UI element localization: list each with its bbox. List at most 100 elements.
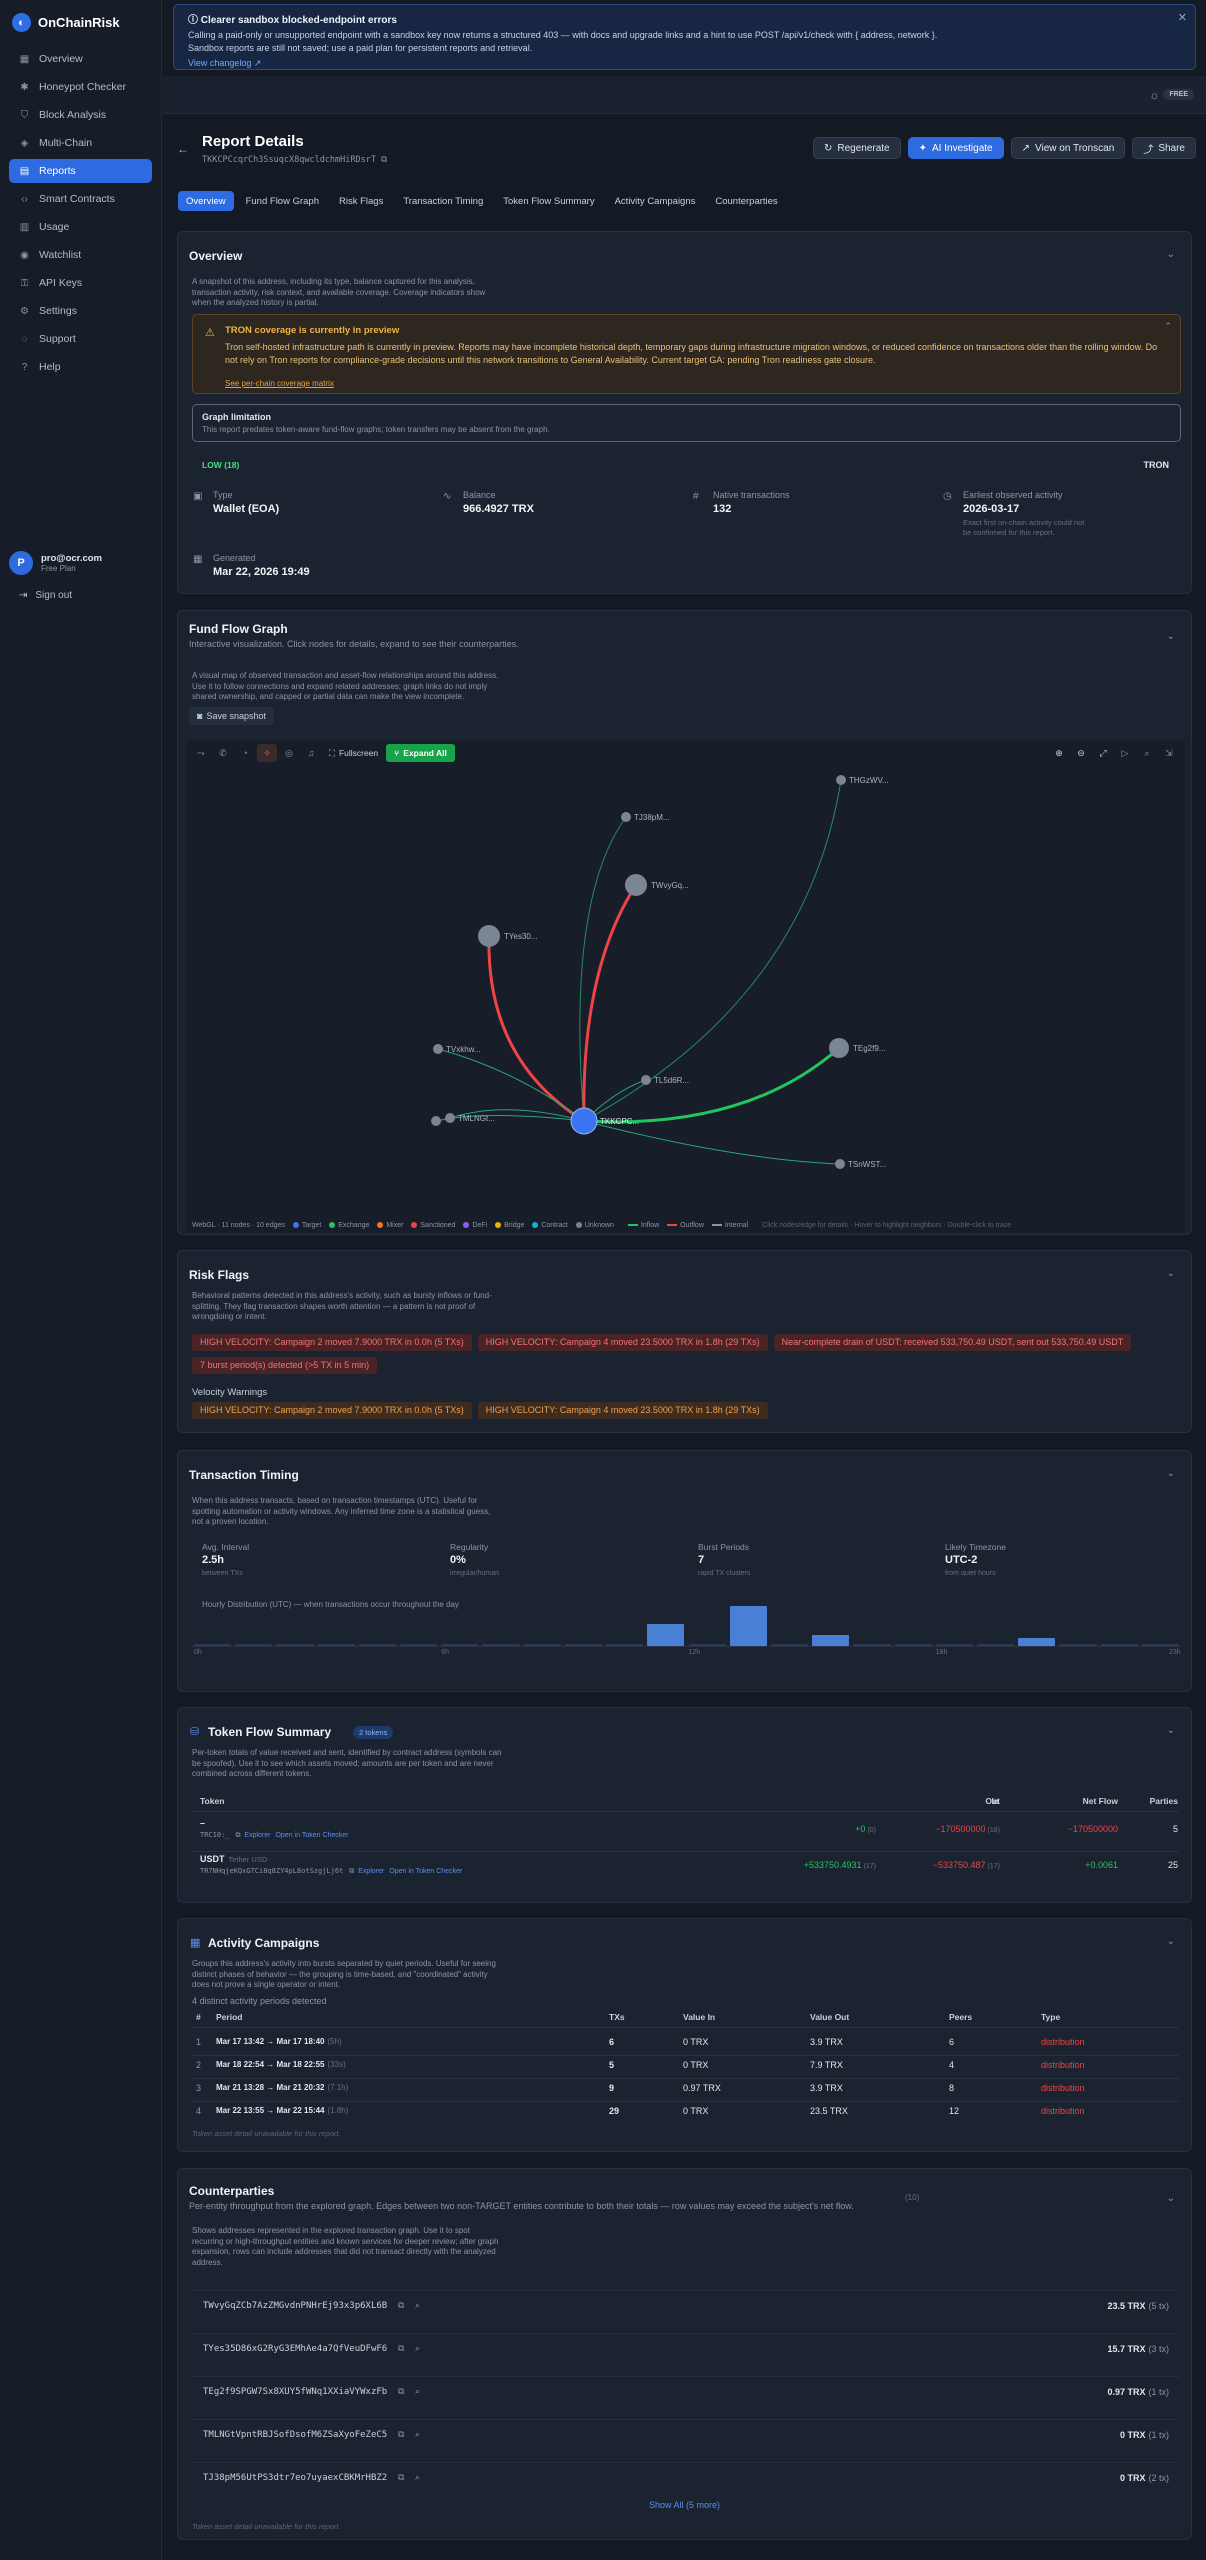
tab-risk-flags[interactable]: Risk Flags [339,195,384,207]
node-n3[interactable] [625,874,647,896]
view-on-tronscan-button[interactable]: ↗ View on Tronscan [1010,137,1126,159]
regenerate-button[interactable]: ↻ Regenerate [812,137,901,159]
share-button[interactable]: ⤴ Share [1132,137,1196,159]
sidebar-item-multi-chain[interactable]: ◈ Multi-Chain [9,131,152,155]
node-n7[interactable] [433,1044,443,1054]
layout-icon[interactable]: ⤳ [197,747,205,758]
node-n1[interactable] [836,775,846,785]
app-logo[interactable]: ◐ OnChainRisk [0,0,161,45]
back-arrow-icon[interactable]: ← [177,142,189,156]
save-snapshot-button[interactable]: ◙ Save snapshot [189,707,274,725]
play-icon[interactable]: ▷ [1121,747,1129,758]
tab-token-flow-summary[interactable]: Token Flow Summary [503,195,595,207]
sidebar-item-api-keys[interactable]: ⚿ API Keys [9,271,152,295]
copy-icon[interactable]: ⧉ [347,1868,357,1875]
target-icon[interactable]: ◎ [285,747,293,758]
chevron-up-icon[interactable]: ⌃ [1164,321,1172,331]
copy-icon[interactable]: ⧉ [398,2472,405,2482]
tab-fund-flow-graph[interactable]: Fund Flow Graph [245,195,319,207]
chevron-down-icon[interactable]: ⌄ [1166,1936,1175,1947]
list-item[interactable]: TMLNGtVpntRBJSofDsofM6ZSaXyoFeZeC5 ⧉ ⌕ 0 TR… [192,2419,1179,2449]
search-icon[interactable]: ⌕ [415,2343,421,2353]
coverage-matrix-link[interactable]: See per-chain coverage matrix [225,379,334,388]
list-item[interactable]: TJ38pM56UtPS3dtr7eo7uyaexCBKMrHBZ2 ⧉ ⌕ 0 TR… [192,2462,1179,2492]
counterparty-address[interactable]: TWvyGqZCb7AzZMGvdnPNHrEj93x3p6XL6B [203,2301,388,2311]
copy-icon[interactable]: ⧉ [381,155,388,165]
node-n9[interactable] [835,1159,845,1169]
copy-icon[interactable]: ⧉ [233,1832,243,1839]
search-icon[interactable]: ⌕ [1144,747,1150,758]
phone-icon[interactable]: ✆ [219,747,227,758]
sidebar-item-block-analysis[interactable]: ⛉ Block Analysis [9,103,152,127]
node-n4[interactable] [478,925,500,947]
counterparty-address[interactable]: TYes35D86xG2RyG3EMhAe4a7QfVeuDFwF6 [203,2344,388,2354]
tab-overview[interactable]: Overview [178,191,234,211]
zoom-in-icon[interactable]: ⊕ [1055,747,1063,758]
zoom-out-icon[interactable]: ⊖ [1077,747,1085,758]
list-item[interactable]: TYes35D86xG2RyG3EMhAe4a7QfVeuDFwF6 ⧉ ⌕ 15.7… [192,2333,1179,2363]
view-changelog-link[interactable]: View changelog ↗ [188,58,262,68]
search-icon[interactable]: ⌕ [415,2472,421,2482]
campaign-txs: 5 [609,2060,615,2070]
sidebar-item-overview[interactable]: ▦ Overview [9,47,152,71]
sidebar-item-watchlist[interactable]: ◉ Watchlist [9,243,152,267]
copy-icon[interactable]: ⧉ [398,2386,405,2396]
bell-icon[interactable]: ♫ [307,748,315,758]
chevron-down-icon[interactable]: ⌄ [1166,1268,1175,1279]
show-all-button[interactable]: Show All (5 more) [648,2500,721,2510]
copy-icon[interactable]: ⧉ [398,2343,405,2353]
sidebar-item-support[interactable]: ◌ Support [9,327,152,351]
search-icon[interactable]: ⌕ [415,2300,421,2310]
counterparty-address[interactable]: TMLNGtVpntRBJSofDsofM6ZSaXyoFeZeC5 [203,2430,388,2440]
chevron-down-icon[interactable]: ⌄ [1166,1725,1175,1736]
list-item[interactable]: TEg2f9SPGW7Sx8XUY5fWNq1XXiaVYWxzFb ⧉ ⌕ 0.97… [192,2376,1179,2406]
sidebar-item-honeypot-checker[interactable]: ✱ Honeypot Checker [9,75,152,99]
sidebar-item-smart-contracts[interactable]: ‹› Smart Contracts [9,187,152,211]
node-n6[interactable] [641,1075,651,1085]
flow-icon[interactable]: ✧ [257,744,277,762]
user-profile[interactable]: P pro@ocr.com Free Plan [9,551,102,575]
sidebar-item-reports[interactable]: ▤ Reports [9,159,152,183]
graph-canvas[interactable]: THGzWV... TJ38pM... TWvyGq... TYes30... … [186,740,1185,1233]
node-target[interactable] [570,1107,598,1135]
node-n2[interactable] [621,812,631,822]
tab-activity-campaigns[interactable]: Activity Campaigns [614,195,696,207]
export-icon[interactable]: ⇲ [1165,747,1173,758]
sidebar-item-settings[interactable]: ⚙ Settings [9,299,152,323]
chevron-down-icon[interactable]: ⌄ [1166,1468,1175,1479]
sun-icon[interactable]: ☼ [1149,88,1160,102]
campaign-value-out: 3.9 TRX [810,2083,843,2093]
counterparty-address[interactable]: TEg2f9SPGW7Sx8XUY5fWNq1XXiaVYWxzFb [203,2387,388,2397]
tab-counterparties[interactable]: Counterparties [715,195,778,207]
token-checker-link[interactable]: Open in Token Checker [275,1832,349,1839]
histogram-bar [523,1644,561,1646]
expand-all-button[interactable]: ⑂ Expand All [386,744,455,762]
list-item[interactable]: TWvyGqZCb7AzZMGvdnPNHrEj93x3p6XL6B ⧉ ⌕ 23.5… [192,2290,1179,2320]
fund-flow-graph[interactable]: ⤳ ✆ ◔ ✧ ◎ ♫ ⛶ Fullscreen ⑂ Expand All ⊕ ⊖ … [186,740,1185,1233]
explorer-link[interactable]: Explorer [358,1868,385,1875]
chart-icon: ▥ [19,221,30,233]
ai-investigate-button[interactable]: ✦ AI Investigate [907,137,1004,159]
token-checker-link[interactable]: Open in Token Checker [389,1868,463,1875]
chevron-down-icon[interactable]: ⌄ [1166,631,1175,642]
copy-icon[interactable]: ⧉ [398,2300,405,2310]
copy-icon[interactable]: ⧉ [398,2429,405,2439]
sign-out-button[interactable]: ⇥ Sign out [19,590,72,601]
search-icon[interactable]: ⌕ [415,2386,421,2396]
node-aux[interactable] [431,1116,441,1126]
history-icon[interactable]: ◔ [242,748,248,758]
counterparty-address[interactable]: TJ38pM56UtPS3dtr7eo7uyaexCBKMrHBZ2 [203,2473,388,2483]
tab-transaction-timing[interactable]: Transaction Timing [403,195,484,207]
search-icon[interactable]: ⌕ [415,2429,421,2439]
chevron-down-icon[interactable]: ⌄ [1166,2193,1175,2204]
node-n5[interactable] [829,1038,849,1058]
fullscreen-button[interactable]: ⛶ Fullscreen [323,744,384,762]
explorer-link[interactable]: Explorer [244,1832,271,1839]
sidebar-item-usage[interactable]: ▥ Usage [9,215,152,239]
sidebar-item-help[interactable]: ? Help [9,355,152,379]
close-icon[interactable]: ✕ [1177,12,1187,24]
chevron-down-icon[interactable]: ⌄ [1166,249,1175,260]
timezone-sub: from quiet hours [945,1570,996,1577]
node-n8[interactable] [445,1113,455,1123]
fit-icon[interactable]: ⤢ [1099,747,1107,758]
